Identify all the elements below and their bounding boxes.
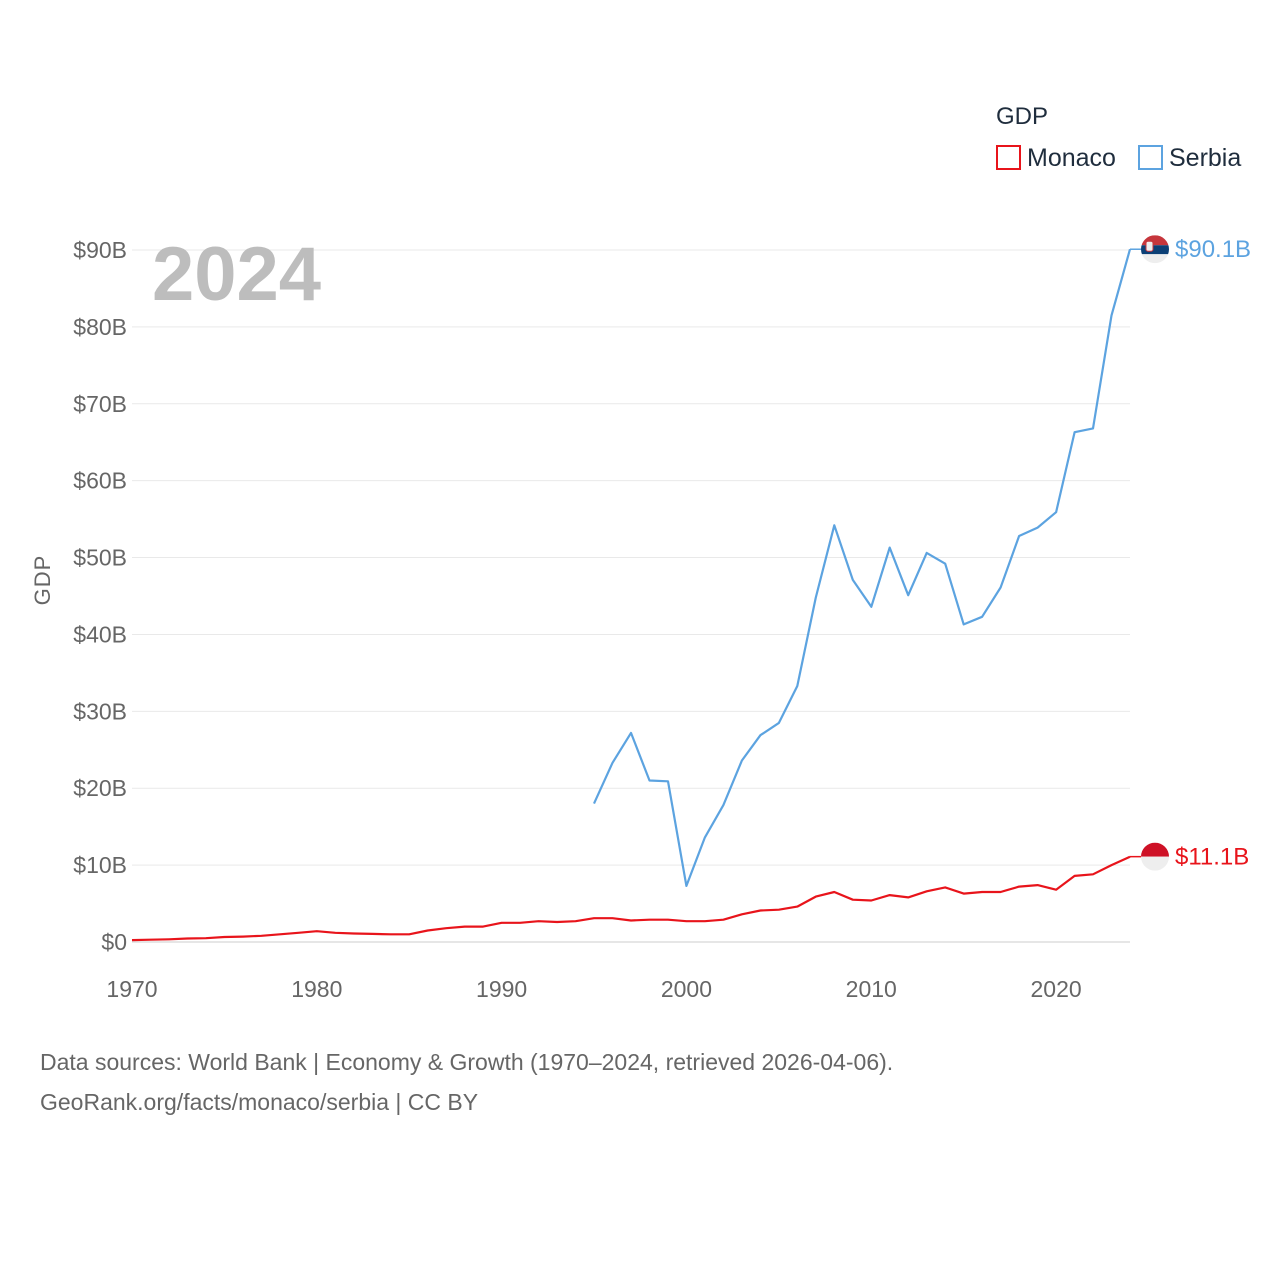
year-label: 2024 — [152, 232, 321, 317]
y-tick-label: $10B — [73, 852, 127, 878]
legend-swatch-monaco — [996, 145, 1021, 170]
series-line-monaco — [131, 855, 1131, 942]
legend-item-serbia[interactable]: Serbia — [1138, 144, 1241, 172]
series-end-markers: $11.1B $90.1B — [1130, 235, 1251, 871]
legend-title: GDP — [996, 103, 1048, 130]
y-tick-label: $20B — [73, 775, 127, 801]
x-tick-label: 1980 — [291, 976, 342, 1002]
attribution-line: GeoRank.org/facts/monaco/serbia | CC BY — [40, 1089, 479, 1115]
x-tick-label: 1990 — [476, 976, 527, 1002]
monaco-flag-icon — [1141, 842, 1169, 871]
y-tick-label: $30B — [73, 698, 127, 724]
x-tick-label: 2000 — [661, 976, 712, 1002]
x-tick-label: 2010 — [846, 976, 897, 1002]
y-tick-label: $40B — [73, 621, 127, 647]
x-tick-label: 1970 — [106, 976, 157, 1002]
x-axis-ticks: 1970 1980 1990 2000 2010 2020 — [106, 976, 1081, 1002]
legend: GDP Monaco Serbia — [996, 103, 1241, 172]
source-line: Data sources: World Bank | Economy & Gro… — [40, 1049, 894, 1075]
y-tick-label: $80B — [73, 314, 127, 340]
legend-label-serbia: Serbia — [1169, 144, 1241, 172]
y-axis-label: GDP — [30, 555, 55, 606]
legend-label-monaco: Monaco — [1027, 144, 1116, 172]
series-lines — [131, 248, 1132, 942]
source-footer: Data sources: World Bank | Economy & Gro… — [40, 1042, 893, 1122]
x-tick-label: 2020 — [1030, 976, 1081, 1002]
y-axis-ticks: $0 $10B $20B $30B $40B $50B $60B $70B $80B $90B — [73, 237, 127, 955]
end-value-label-monaco: $11.1B — [1175, 844, 1249, 871]
serbia-flag-icon — [1141, 235, 1169, 264]
series-line-serbia — [592, 248, 1132, 888]
y-tick-label: $90B — [73, 237, 127, 263]
y-tick-label: $0 — [101, 929, 127, 955]
end-value-label-serbia: $90.1B — [1175, 236, 1251, 263]
y-tick-label: $60B — [73, 468, 127, 494]
y-tick-label: $50B — [73, 545, 127, 571]
y-tick-label: $70B — [73, 391, 127, 417]
grid-lines — [132, 249, 1130, 943]
legend-item-monaco[interactable]: Monaco — [996, 144, 1116, 172]
legend-swatch-serbia — [1138, 145, 1163, 170]
